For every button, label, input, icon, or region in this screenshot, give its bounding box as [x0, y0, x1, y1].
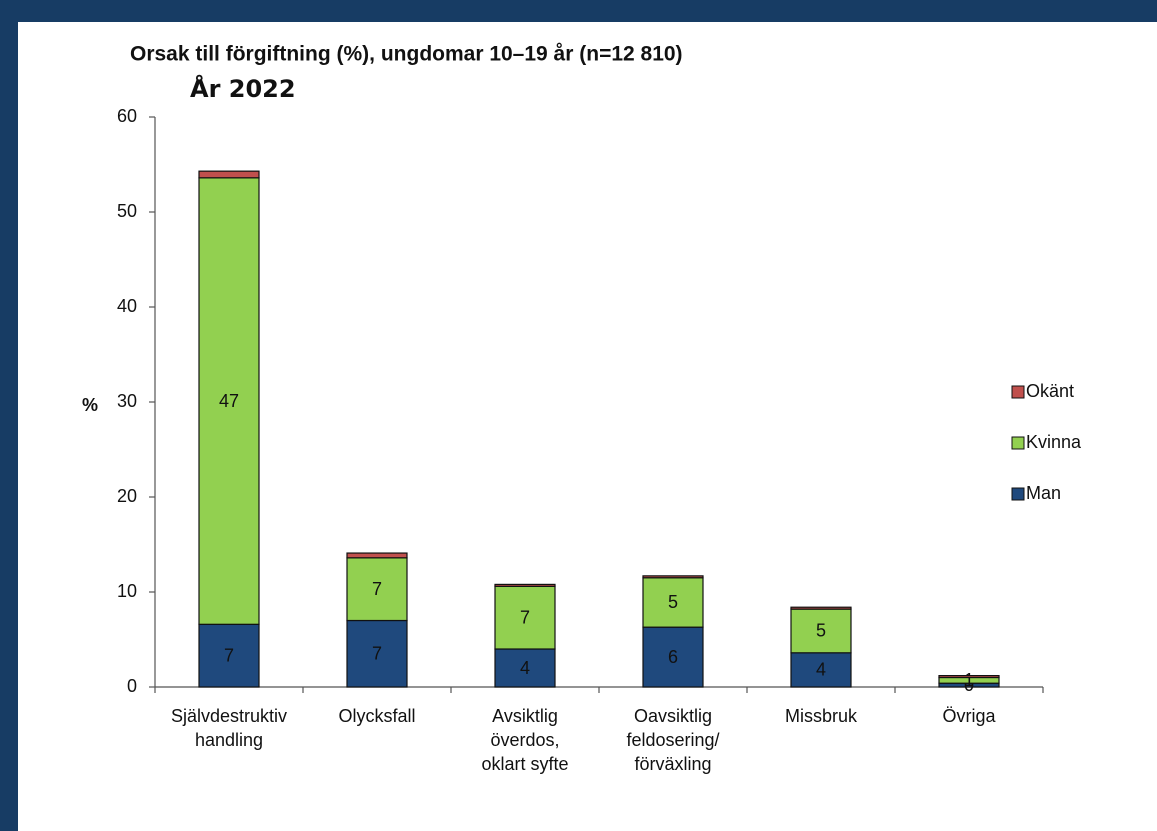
bar-segment: [346, 557, 408, 622]
value-label: 7: [224, 645, 234, 665]
y-tick-label: 50: [117, 201, 137, 221]
x-tick-label: Olycksfall: [338, 706, 415, 726]
bar-segment: [198, 170, 260, 179]
value-label: 47: [219, 391, 239, 411]
y-tick-label: 30: [117, 391, 137, 411]
value-label: 4: [520, 658, 530, 678]
x-tick-label: Missbruk: [785, 706, 858, 726]
bar-segment: [642, 626, 704, 688]
value-label: 6: [668, 647, 678, 667]
bar-segment: [938, 674, 1000, 679]
value-label: 7: [372, 579, 382, 599]
legend-label: Kvinna: [1026, 432, 1082, 452]
bar-segment: [346, 552, 408, 559]
value-label: 4: [816, 660, 826, 680]
bar-segment: [494, 585, 556, 650]
value-label: 7: [372, 644, 382, 664]
bar-segment: [790, 606, 852, 610]
x-tick-label: Oavsiktlig feldosering/förväxling: [626, 706, 719, 774]
legend-swatch: [1011, 436, 1025, 450]
value-label: 7: [520, 607, 530, 627]
bar-segment: [494, 583, 556, 587]
value-label: 1: [964, 670, 974, 690]
value-label: 5: [816, 621, 826, 641]
legend-swatch: [1011, 487, 1025, 501]
y-tick-label: 10: [117, 581, 137, 601]
chart-subtitle: År 2022: [190, 74, 296, 103]
bar-segment: [790, 608, 852, 654]
bar-segment: [494, 648, 556, 688]
legend-label: Okänt: [1026, 381, 1074, 401]
bar-segment: [642, 577, 704, 628]
bar-segment: [642, 575, 704, 579]
value-label: 0: [964, 675, 974, 695]
legend-label: Man: [1026, 483, 1061, 503]
legend-swatch: [1011, 385, 1025, 399]
value-label: 5: [668, 592, 678, 612]
x-tick-label: Avsiktlig överdos, oklart syfte: [481, 706, 568, 774]
y-axis-label: %: [82, 395, 98, 415]
y-tick-label: 0: [127, 676, 137, 696]
x-tick-label: Självdestruktiv handling: [171, 706, 287, 750]
chart-title: Orsak till förgiftning (%), ungdomar 10–…: [130, 43, 683, 66]
bar-segment: [198, 177, 260, 625]
bar-segment: [346, 619, 408, 688]
y-tick-label: 60: [117, 106, 137, 126]
x-tick-label: Övriga: [942, 706, 996, 726]
y-tick-label: 20: [117, 486, 137, 506]
y-tick-label: 40: [117, 296, 137, 316]
